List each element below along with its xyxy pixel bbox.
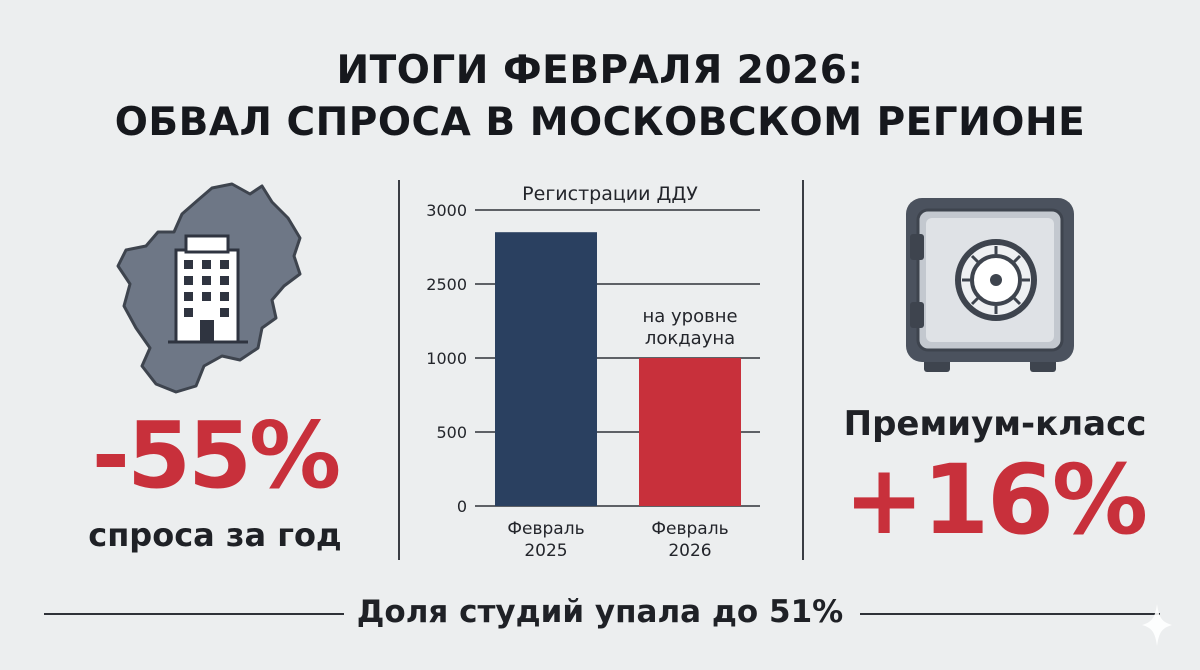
demand-change-value: -55% [91, 402, 341, 509]
x-category-label: Февраль [507, 519, 584, 539]
footer-rule-left [44, 613, 344, 615]
bar-annotation: локдауна [645, 328, 735, 349]
moscow-region-map-with-building-icon [116, 182, 302, 394]
x-category-label: 2025 [524, 541, 567, 561]
bar-annotation: на уровне [642, 306, 737, 327]
y-tick-label: 0 [457, 497, 467, 516]
bar-2 [639, 358, 741, 506]
sparkle-icon [1142, 604, 1172, 646]
divider-left [398, 180, 400, 560]
safe-icon [906, 198, 1074, 372]
x-category-label: 2026 [668, 541, 711, 561]
y-tick-label: 3000 [426, 201, 467, 220]
premium-class-value: +16% [843, 444, 1148, 556]
page-title-line-1: ИТОГИ ФЕВРАЛЯ 2026: [336, 48, 864, 93]
footer-rule-right [860, 613, 1160, 615]
bar-1 [495, 232, 597, 506]
premium-class-label: Премиум-класс [843, 404, 1147, 444]
chart-title: Регистрации ДДУ [522, 183, 698, 205]
y-tick-label: 1000 [426, 349, 467, 368]
x-category-label: Февраль [651, 519, 728, 539]
ddu-registrations-bar-chart: 0500100025003000Февраль2025Февраль2026на… [426, 201, 760, 561]
demand-change-caption: спроса за год [88, 516, 342, 554]
y-tick-label: 500 [436, 423, 467, 442]
page-title-line-2: ОБВАЛ СПРОСА В МОСКОВСКОМ РЕГИОНЕ [114, 100, 1086, 145]
divider-right [802, 180, 804, 560]
y-tick-label: 2500 [426, 275, 467, 294]
studio-share-footer: Доля студий упала до 51% [356, 594, 844, 630]
